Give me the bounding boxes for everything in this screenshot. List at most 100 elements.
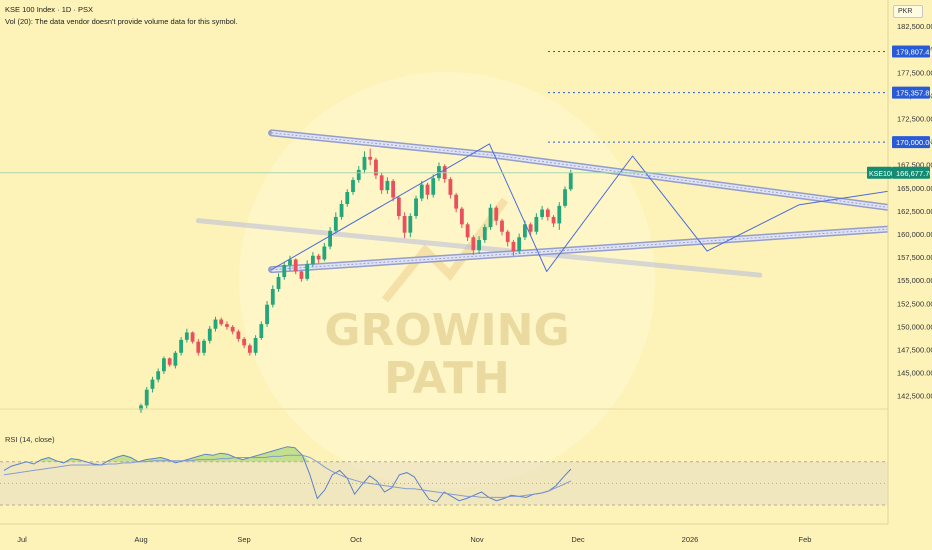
candle[interactable] — [396, 195, 401, 220]
candle[interactable] — [431, 174, 436, 198]
candle[interactable] — [551, 215, 556, 228]
candle[interactable] — [391, 179, 396, 202]
candle[interactable] — [379, 172, 384, 194]
candle[interactable] — [568, 169, 573, 192]
symbol-title[interactable]: KSE 100 Index · 1D · PSX — [5, 5, 93, 14]
candle[interactable] — [465, 222, 470, 241]
candle[interactable] — [351, 177, 355, 195]
candle[interactable] — [328, 227, 332, 250]
price-axis[interactable]: 182,500.00180,000.00177,500.00175,000.00… — [867, 0, 932, 550]
candle[interactable] — [270, 285, 275, 308]
candle[interactable] — [196, 338, 201, 356]
candle[interactable] — [311, 252, 315, 267]
candle-body — [454, 194, 459, 209]
candle[interactable] — [167, 357, 172, 367]
candle-body — [328, 230, 332, 247]
candle[interactable] — [517, 233, 522, 254]
candlestick-series[interactable] — [139, 148, 573, 413]
price-tick-label: 145,000.00 — [897, 369, 932, 378]
candle[interactable] — [437, 162, 441, 181]
price-tick-label: 165,000.00 — [897, 184, 932, 193]
candle-body — [322, 246, 327, 260]
candle[interactable] — [276, 273, 281, 292]
current-symbol-label: KSE100 — [869, 171, 895, 178]
candle[interactable] — [557, 202, 562, 230]
candle[interactable] — [505, 229, 510, 247]
price-level-badge — [892, 136, 930, 149]
candle[interactable] — [362, 151, 367, 174]
candle[interactable] — [230, 325, 235, 335]
candle[interactable] — [247, 343, 252, 356]
candle-body — [230, 326, 235, 332]
candle[interactable] — [305, 260, 310, 281]
candle[interactable] — [482, 224, 487, 243]
candle[interactable] — [454, 192, 459, 213]
candle[interactable] — [236, 329, 241, 342]
candle-body — [247, 345, 252, 353]
candle[interactable] — [528, 222, 533, 236]
candle[interactable] — [494, 205, 499, 226]
candle[interactable] — [368, 148, 373, 166]
candle[interactable] — [282, 262, 287, 280]
candle[interactable] — [402, 212, 407, 239]
candle[interactable] — [259, 321, 264, 340]
candle[interactable] — [500, 218, 504, 236]
candle[interactable] — [162, 356, 166, 375]
candle[interactable] — [207, 325, 212, 344]
watermark-arrow-icon — [381, 197, 509, 303]
candle[interactable] — [156, 368, 161, 383]
candle[interactable] — [419, 180, 424, 202]
candle[interactable] — [242, 337, 247, 349]
candle[interactable] — [408, 213, 413, 238]
candle[interactable] — [425, 182, 430, 200]
candle[interactable] — [459, 206, 464, 229]
candle[interactable] — [471, 235, 476, 255]
candle[interactable] — [534, 213, 539, 235]
rsi-overbought-fill — [4, 446, 571, 462]
candle-body — [368, 156, 373, 160]
candle-body — [242, 338, 247, 346]
candle[interactable] — [322, 242, 327, 262]
candle[interactable] — [190, 331, 195, 344]
candle[interactable] — [356, 166, 361, 183]
candle-body — [477, 240, 481, 251]
candle[interactable] — [540, 205, 544, 220]
candle[interactable] — [150, 376, 155, 393]
candle[interactable] — [288, 255, 292, 271]
candle-body — [219, 319, 224, 325]
candle[interactable] — [265, 301, 269, 327]
candle[interactable] — [511, 240, 516, 256]
candle[interactable] — [179, 337, 184, 356]
candle[interactable] — [253, 335, 258, 356]
candle[interactable] — [448, 177, 453, 199]
candle[interactable] — [139, 403, 143, 413]
candle-body — [482, 227, 487, 241]
candle[interactable] — [414, 195, 418, 219]
candle[interactable] — [173, 350, 178, 369]
candle-body — [511, 241, 516, 252]
time-label: 2026 — [682, 535, 699, 544]
currency-unit[interactable]: PKR — [893, 5, 923, 18]
candle[interactable] — [545, 207, 550, 221]
candle[interactable] — [202, 338, 206, 356]
candle[interactable] — [299, 270, 304, 282]
candle[interactable] — [316, 253, 321, 264]
candle[interactable] — [488, 204, 493, 230]
candle[interactable] — [144, 386, 149, 409]
candle[interactable] — [477, 236, 481, 254]
candle[interactable] — [374, 157, 378, 180]
candle[interactable] — [225, 321, 229, 330]
candle[interactable] — [385, 177, 390, 194]
candle[interactable] — [219, 317, 224, 326]
candle[interactable] — [345, 189, 350, 207]
candle[interactable] — [333, 212, 338, 234]
candle-body — [465, 224, 470, 238]
candle[interactable] — [563, 186, 567, 208]
candle[interactable] — [339, 200, 344, 220]
candle[interactable] — [184, 328, 189, 343]
candle[interactable] — [213, 316, 218, 332]
time-axis[interactable]: Jul Aug Sep Oct Nov Dec 2026 Feb — [17, 535, 811, 544]
candle[interactable] — [293, 258, 298, 275]
